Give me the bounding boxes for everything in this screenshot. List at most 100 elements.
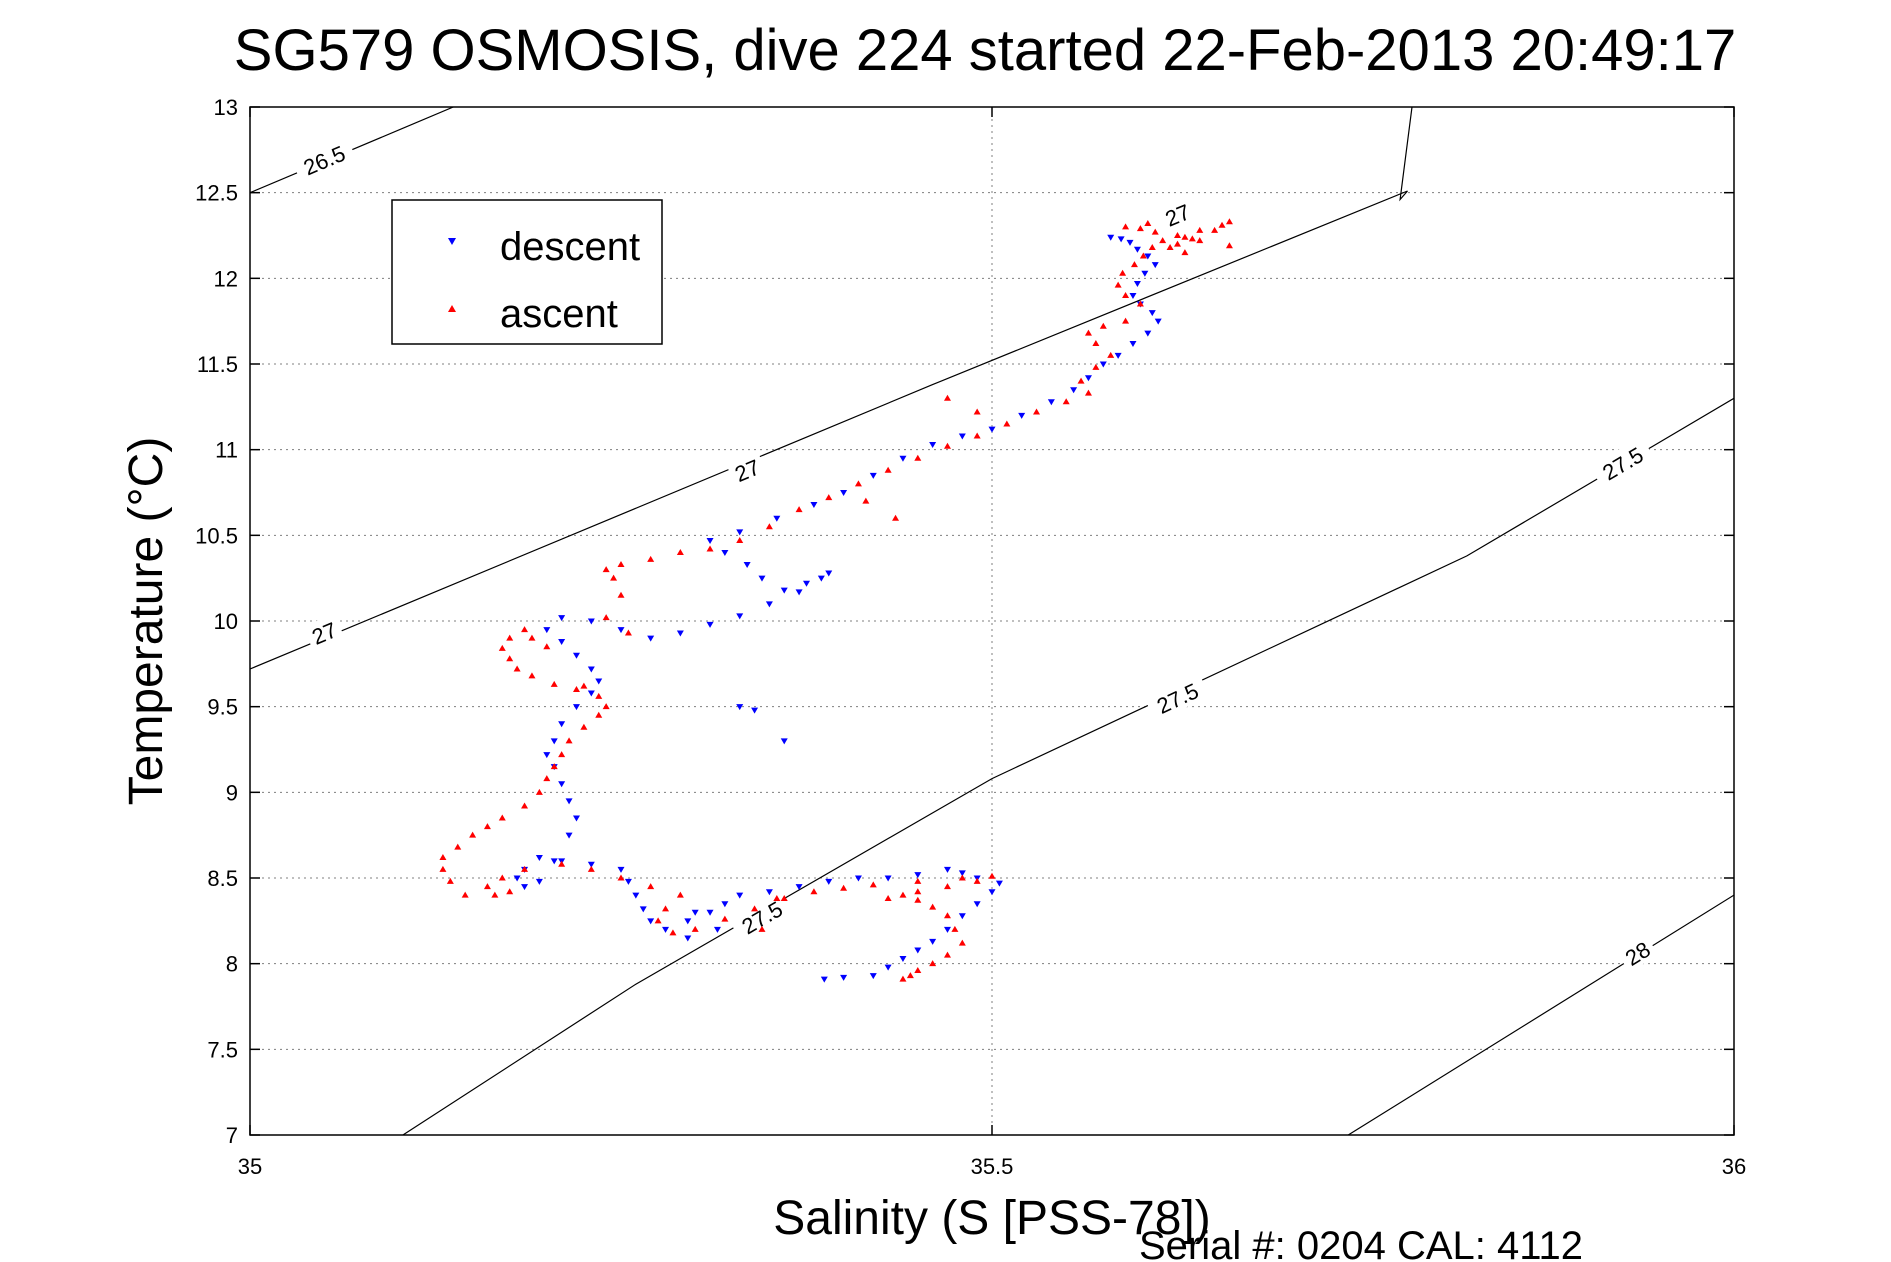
descent-point — [795, 589, 803, 596]
descent-point — [914, 947, 922, 954]
descent-point — [513, 875, 521, 882]
descent-point — [995, 880, 1003, 887]
ascent-point — [810, 888, 818, 895]
ascent-point — [491, 891, 499, 898]
ascent-point — [506, 655, 514, 662]
contour-label-bg — [303, 613, 345, 651]
descent-point — [639, 906, 647, 913]
ascent-point — [624, 629, 632, 636]
descent-point — [869, 472, 877, 479]
descent-point — [1114, 352, 1122, 359]
y-tick-label: 10.5 — [195, 523, 238, 548]
descent-point — [647, 635, 655, 642]
y-tick-label: 8.5 — [207, 866, 238, 891]
contour-line-27 — [250, 107, 1413, 670]
ascent-point — [973, 877, 981, 884]
ascent-point — [617, 560, 625, 567]
ascent-point — [943, 394, 951, 401]
descent-point — [1047, 399, 1055, 406]
x-tick-label: 36 — [1722, 1154, 1746, 1179]
ascent-point — [543, 643, 551, 650]
ascent-point — [758, 925, 766, 932]
legend-ascent-marker — [448, 305, 456, 312]
contour-line-27.5 — [402, 397, 1734, 1135]
contour-line-28 — [1347, 894, 1734, 1135]
descent-point — [973, 901, 981, 908]
descent-point — [736, 613, 744, 620]
ascent-point — [498, 874, 506, 881]
descent-point — [817, 575, 825, 582]
descent-point — [780, 738, 788, 745]
descent-point — [543, 627, 551, 634]
ascent-point — [1225, 218, 1233, 225]
descent-point — [869, 973, 877, 980]
y-tick-label: 7.5 — [207, 1037, 238, 1062]
ascent-point — [1151, 228, 1159, 235]
descent-point — [1144, 253, 1152, 260]
x-tick-label: 35.5 — [971, 1154, 1014, 1179]
descent-point — [572, 704, 580, 711]
ascent-point — [1159, 237, 1167, 244]
descent-point — [721, 901, 729, 908]
legend-descent-marker — [448, 238, 456, 245]
descent-point — [958, 433, 966, 440]
ascent-point — [1033, 408, 1041, 415]
ascent-point — [1062, 398, 1070, 405]
descent-point — [550, 858, 558, 865]
ascent-point — [884, 895, 892, 902]
ascent-point — [506, 634, 514, 641]
ascent-point — [550, 763, 558, 770]
ascent-point — [869, 881, 877, 888]
ascent-point — [988, 872, 996, 879]
descent-point — [736, 704, 744, 711]
ascent-point — [943, 951, 951, 958]
descent-point — [587, 618, 595, 625]
ascent-point — [899, 975, 907, 982]
ascent-point — [676, 548, 684, 555]
descent-point — [1129, 340, 1137, 347]
contour-label-bg — [1615, 932, 1659, 973]
ascent-point — [854, 480, 862, 487]
ascent-point — [943, 442, 951, 449]
ascent-point — [521, 802, 529, 809]
ascent-point — [906, 972, 914, 979]
ascent-point — [943, 883, 951, 890]
ascent-point — [751, 905, 759, 912]
descent-point — [1129, 292, 1137, 299]
x-axis-label: Salinity (S [PSS-78]) — [773, 1192, 1210, 1245]
y-tick-label: 12.5 — [195, 181, 238, 206]
x-tick-label: 35 — [238, 1154, 262, 1179]
descent-point — [558, 639, 566, 646]
ascent-point — [647, 555, 655, 562]
y-tick-label: 11 — [215, 438, 238, 463]
descent-point — [587, 690, 595, 697]
descent-point — [713, 926, 721, 933]
descent-point — [587, 666, 595, 673]
descent-point — [1117, 236, 1125, 243]
descent-point — [558, 781, 566, 788]
ascent-point — [1130, 261, 1138, 268]
serial-cal-footer: Serial #: 0204 CAL: 4112 — [1139, 1224, 1583, 1262]
descent-point — [780, 587, 788, 594]
descent-point — [884, 875, 892, 882]
ascent-point — [973, 432, 981, 439]
ascent-point — [765, 523, 773, 530]
contour-label-bg — [291, 135, 357, 183]
ascent-point — [773, 895, 781, 902]
descent-point — [884, 964, 892, 971]
ascent-point — [550, 680, 558, 687]
ascent-point — [929, 960, 937, 967]
ascent-point — [521, 865, 529, 872]
ascent-point — [1196, 237, 1204, 244]
ascent-point — [572, 686, 580, 693]
descent-point — [543, 752, 551, 759]
descent-point — [736, 529, 744, 536]
ascent-point — [543, 775, 551, 782]
ascent-point — [498, 644, 506, 651]
ascent-point — [454, 843, 462, 850]
descent-point — [1141, 270, 1149, 277]
descent-point — [550, 738, 558, 745]
descent-point — [572, 652, 580, 659]
